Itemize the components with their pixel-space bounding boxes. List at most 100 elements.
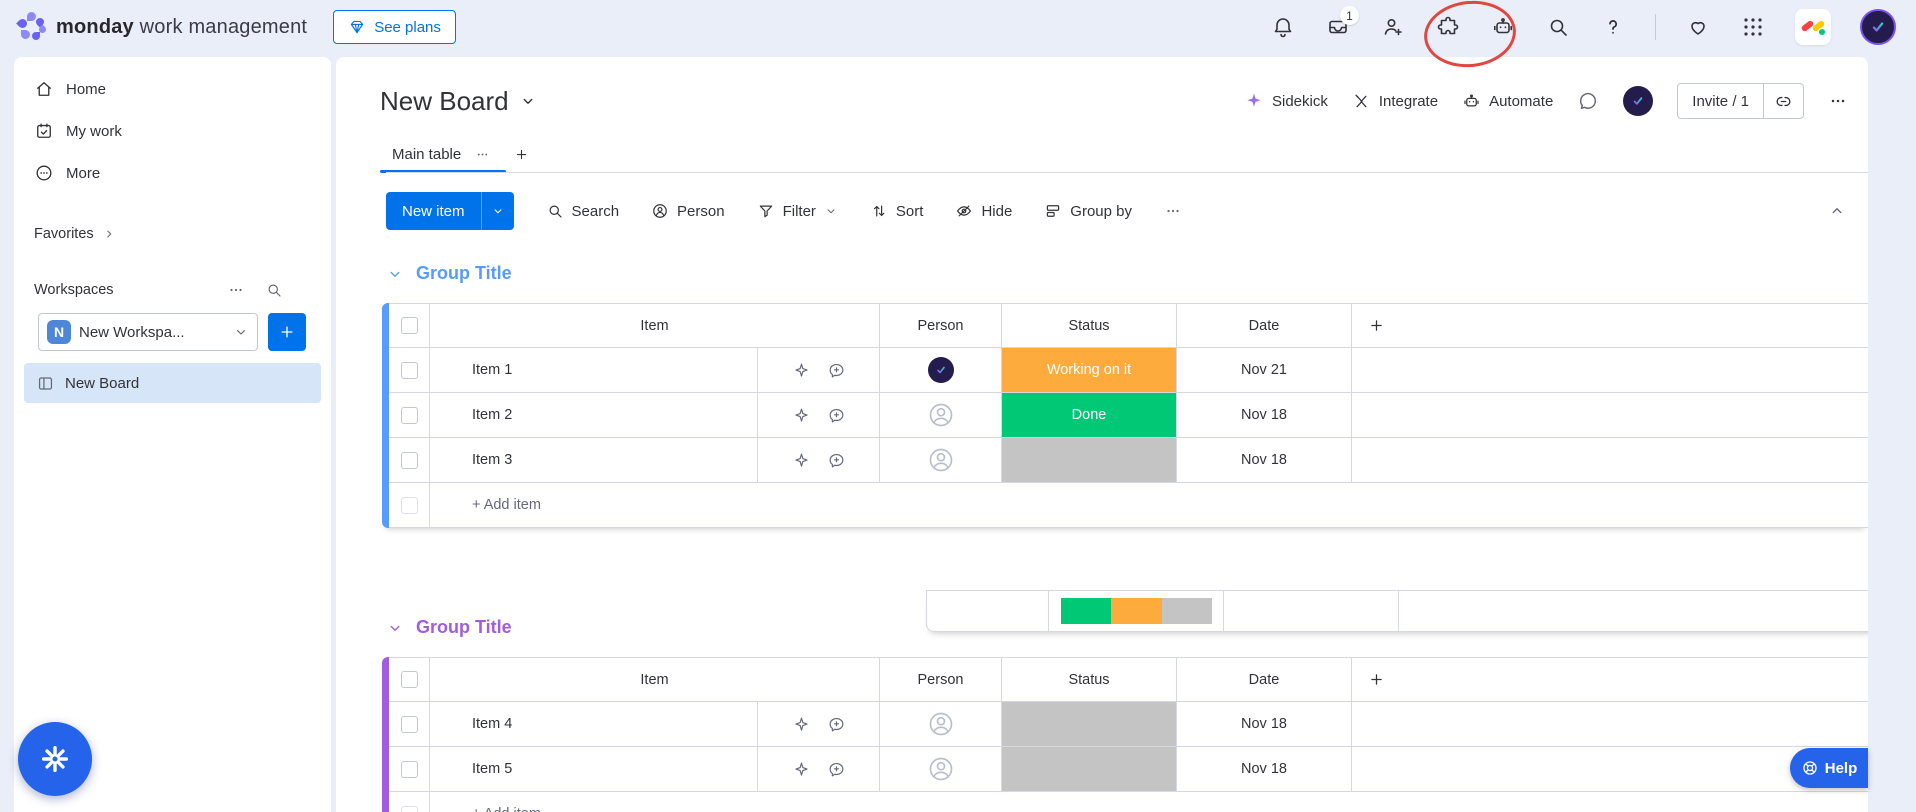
group-collapse-icon[interactable] [386,265,404,283]
ai-robot-icon[interactable] [1490,14,1516,40]
invite-members-icon[interactable] [1380,14,1406,40]
item-name-cell[interactable]: Item 3 [430,438,758,483]
sidekick-button[interactable]: Sidekick [1244,91,1328,111]
search-icon[interactable] [1545,14,1571,40]
board-member-avatar[interactable] [1623,86,1654,116]
status-cell[interactable] [1002,747,1177,792]
column-header-date[interactable]: Date [1177,303,1352,348]
new-item-button[interactable]: New item [386,192,514,230]
add-workspace-item-button[interactable] [268,313,306,351]
collapse-header-icon[interactable] [1828,202,1846,220]
new-item-dropdown[interactable] [482,192,514,230]
row-checkbox[interactable] [400,715,418,733]
select-all-checkbox[interactable] [400,671,418,688]
sidebar-item-home[interactable]: Home [24,69,321,109]
toolbar-person[interactable]: Person [651,202,725,220]
item-name-cell[interactable]: Item 5 [430,747,758,792]
sparkle-icon[interactable] [792,451,811,470]
board-options-icon[interactable] [1828,91,1848,111]
monday-product-tile[interactable] [1795,9,1831,45]
add-update-icon[interactable] [827,406,846,425]
automate-robot-icon [1462,92,1481,111]
toolbar-sort[interactable]: Sort [870,202,923,220]
add-column-button[interactable] [1352,657,1868,702]
assignee-avatar[interactable] [927,357,954,383]
board-title[interactable]: New Board [380,86,537,117]
add-item-button[interactable]: + Add item [430,483,1868,528]
add-update-icon[interactable] [827,715,846,734]
group-collapse-icon[interactable] [386,619,404,637]
row-checkbox[interactable] [400,361,418,379]
workspace-selector[interactable]: N New Workspa... [38,313,258,351]
column-header-person[interactable]: Person [880,657,1002,702]
tab-main-table[interactable]: Main table [380,137,507,173]
row-checkbox[interactable] [400,760,418,778]
board-chat-icon[interactable] [1577,90,1599,112]
add-update-icon[interactable] [827,451,846,470]
topbar-divider [1655,14,1656,40]
add-column-button[interactable] [1352,303,1868,348]
help-question-icon[interactable] [1600,14,1626,40]
invite-button[interactable]: Invite / 1 [1692,92,1749,110]
status-cell[interactable] [1002,438,1177,483]
date-cell[interactable]: Nov 21 [1177,348,1352,393]
toolbar-search[interactable]: Search [546,202,619,220]
toolbar-group-by[interactable]: Group by [1044,202,1132,220]
item-name-cell[interactable]: Item 4 [430,702,758,747]
toolbar-options-icon[interactable] [1164,202,1182,220]
date-cell[interactable]: Nov 18 [1177,747,1352,792]
status-cell[interactable] [1002,702,1177,747]
notifications-bell-icon[interactable] [1270,14,1296,40]
item-quick-actions [758,702,880,747]
date-cell[interactable]: Nov 18 [1177,393,1352,438]
assistant-floating-button[interactable] [18,722,92,796]
column-header-date[interactable]: Date [1177,657,1352,702]
favorites-section[interactable]: Favorites [14,219,331,249]
toolbar-hide[interactable]: Hide [955,202,1012,220]
sparkle-icon[interactable] [792,760,811,779]
add-item-button[interactable]: + Add item [430,792,1868,812]
date-cell[interactable]: Nov 18 [1177,438,1352,483]
heart-icon[interactable] [1685,14,1711,40]
copy-link-icon[interactable] [1763,84,1803,118]
item-name-cell[interactable]: Item 2 [430,393,758,438]
app-switcher-grid-icon[interactable] [1740,14,1766,40]
sparkle-icon[interactable] [792,361,811,380]
sparkle-icon[interactable] [792,406,811,425]
see-plans-button[interactable]: See plans [333,10,456,44]
sidebar-item-new-board[interactable]: New Board [24,363,321,403]
add-update-icon[interactable] [827,361,846,380]
person-cell[interactable] [880,393,1002,438]
sidebar-item-my-work[interactable]: My work [24,111,321,151]
column-header-status[interactable]: Status [1002,657,1177,702]
person-cell[interactable] [880,747,1002,792]
date-cell[interactable]: Nov 18 [1177,702,1352,747]
help-button[interactable]: Help [1790,748,1868,788]
workspaces-options-icon[interactable] [227,281,245,299]
sparkle-icon[interactable] [792,715,811,734]
person-cell[interactable] [880,438,1002,483]
column-header-person[interactable]: Person [880,303,1002,348]
inbox-icon[interactable]: 1 [1325,6,1359,40]
add-view-tab-button[interactable] [514,147,529,162]
workspaces-search-icon[interactable] [265,281,283,299]
status-cell[interactable]: Working on it [1002,348,1177,393]
select-all-checkbox[interactable] [400,317,418,334]
sidebar-item-more[interactable]: More [24,153,321,193]
row-checkbox[interactable] [400,451,418,469]
marketplace-puzzle-icon[interactable] [1435,14,1461,40]
item-name-cell[interactable]: Item 1 [430,348,758,393]
automate-button[interactable]: Automate [1462,92,1553,111]
status-cell[interactable]: Done [1002,393,1177,438]
person-cell[interactable] [880,348,1002,393]
column-header-item[interactable]: Item [430,303,880,348]
add-update-icon[interactable] [827,760,846,779]
column-header-status[interactable]: Status [1002,303,1177,348]
person-cell[interactable] [880,702,1002,747]
row-checkbox[interactable] [400,406,418,424]
toolbar-filter[interactable]: Filter [757,202,838,220]
integrate-button[interactable]: Integrate [1352,92,1438,111]
column-header-item[interactable]: Item [430,657,880,702]
user-avatar[interactable] [1860,9,1896,45]
tab-options-icon[interactable] [475,147,490,162]
